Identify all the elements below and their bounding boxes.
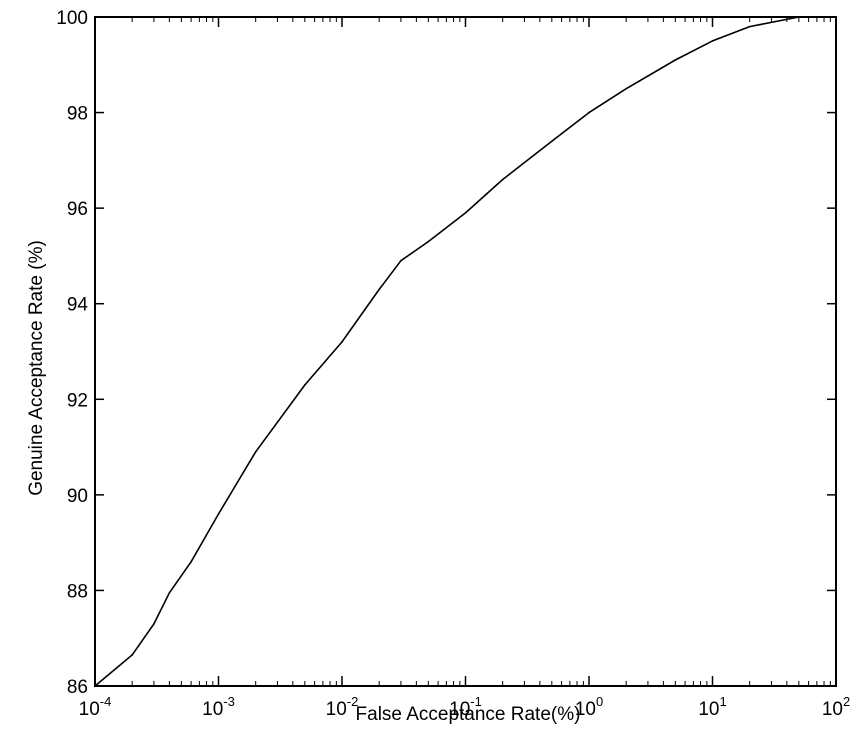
- series-point: [304, 384, 306, 386]
- series-point: [400, 260, 402, 262]
- series-point: [465, 212, 467, 214]
- series-point: [169, 592, 171, 594]
- series-point: [625, 88, 627, 90]
- series-point: [153, 623, 155, 625]
- y-tick-label: 92: [67, 390, 88, 411]
- x-tick-label-base: 10: [698, 699, 719, 720]
- series-point: [712, 40, 714, 42]
- series-point: [190, 561, 192, 563]
- x-axis-label: False Acceptance Rate(%): [356, 704, 581, 725]
- series-point: [341, 341, 343, 343]
- series-point: [428, 241, 430, 243]
- x-tick-label-exponent: 2: [843, 694, 850, 709]
- x-tick-label-base: 10: [326, 699, 347, 720]
- series-point: [749, 26, 751, 28]
- x-tick-label-exponent: -3: [223, 694, 235, 709]
- x-tick-label: 10-3: [202, 694, 235, 720]
- series-point: [502, 179, 504, 181]
- x-tick-label-exponent: 1: [719, 694, 726, 709]
- x-tick-label-base: 10: [202, 699, 223, 720]
- y-tick-label: 94: [67, 295, 89, 316]
- series-point: [551, 140, 553, 142]
- x-tick-label-base: 10: [79, 699, 100, 720]
- x-tick-label: 101: [698, 694, 726, 720]
- series-point: [131, 654, 133, 656]
- series-point: [255, 451, 257, 453]
- y-tick-label: 96: [67, 199, 88, 220]
- y-tick-label: 90: [67, 486, 88, 507]
- series-point: [675, 59, 677, 61]
- axis-ticks: [95, 17, 836, 686]
- x-tick-label-exponent: 0: [596, 694, 603, 709]
- plot-frame: [95, 17, 836, 686]
- x-tick-label-exponent: -4: [100, 694, 112, 709]
- y-axis-label: Genuine Acceptance Rate (%): [26, 240, 47, 496]
- y-tick-label: 100: [56, 8, 88, 29]
- x-tick-label: 102: [822, 694, 850, 720]
- series-point: [378, 289, 380, 291]
- y-tick-label: 86: [67, 677, 88, 698]
- y-tick-label: 88: [67, 581, 88, 602]
- x-tick-label: 10-2: [326, 694, 359, 720]
- y-tick-label: 98: [67, 104, 88, 125]
- x-tick-label-base: 10: [822, 699, 843, 720]
- series-point: [218, 513, 220, 515]
- plot-area: [94, 16, 837, 687]
- series-point: [588, 112, 590, 114]
- y-tick-labels: 86 88 90 92 94 96 98 100: [56, 8, 88, 698]
- series-line: [95, 17, 836, 686]
